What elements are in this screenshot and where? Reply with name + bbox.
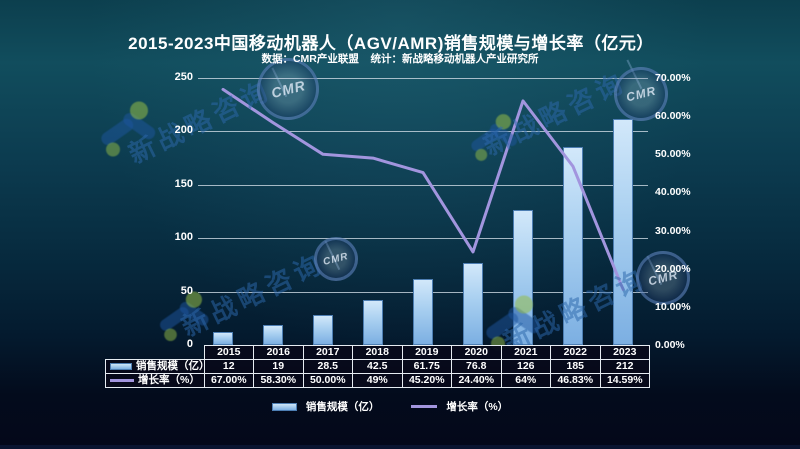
growth-cell: 49% [352, 373, 403, 388]
bar-2020 [463, 262, 483, 345]
growth-cell: 46.83% [550, 373, 601, 388]
legend-line-label: 增长率（%） [446, 401, 509, 413]
year-cell: 2015 [203, 345, 254, 360]
left-axis-tick: 250 [174, 71, 193, 83]
sales-cell: 28.5 [302, 359, 353, 374]
bar-2022 [563, 147, 583, 345]
sales-cell: 12 [203, 359, 254, 374]
right-axis-tick: 30.00% [655, 224, 691, 237]
right-axis-tick: 40.00% [655, 186, 691, 199]
chart-title: 2015-2023中国移动机器人（AGV/AMR)销售规模与增长率（亿元） [128, 34, 654, 53]
sales-cell: 42.5 [352, 359, 403, 374]
legend-line-swatch [411, 405, 438, 408]
year-cell: 2023 [599, 345, 650, 360]
right-axis-tick: 60.00% [655, 110, 691, 123]
bottom-accent-bar [0, 445, 800, 449]
year-cell: 2017 [302, 345, 353, 360]
gridline [198, 78, 648, 79]
right-axis-tick: 70.00% [655, 72, 691, 84]
sales-cell: 126 [500, 359, 551, 374]
table-corner-spacer [106, 346, 205, 360]
growth-cell: 67.00% [203, 373, 254, 388]
left-axis-tick: 200 [174, 124, 193, 137]
left-axis-tick: 50 [180, 284, 193, 297]
right-axis-tick: 50.00% [655, 148, 691, 161]
growth-cell: 64% [500, 373, 551, 388]
bar-2016 [263, 324, 283, 345]
year-cell: 2016 [253, 345, 304, 360]
left-axis-tick: 100 [174, 231, 193, 244]
bar-2018 [363, 299, 383, 345]
data-table: 2015 2016 2017 2018 2019 2020 2021 2022 2023 销售规模… [105, 345, 650, 388]
sales-cell: 212 [599, 359, 650, 374]
gridline [198, 238, 648, 240]
legend-bar-label: 销售规模（亿） [305, 401, 380, 413]
year-cell: 2020 [451, 345, 502, 360]
chart-subtitle: 数据：CMR产业联盟 统计：新战略移动机器人产业研究所 [261, 53, 539, 65]
growth-cell: 14.59% [599, 373, 650, 388]
sales-cell: 19 [253, 359, 304, 374]
gridline [198, 184, 648, 186]
sales-row-header: 销售规模（亿） [105, 359, 205, 374]
growth-cell: 58.30% [253, 373, 304, 388]
gridline [198, 131, 648, 133]
left-axis-tick: 0 [186, 338, 193, 350]
sales-cell: 185 [550, 359, 601, 374]
line-series [221, 87, 625, 291]
right-axis-tick: 10.00% [655, 300, 691, 313]
bar-2017 [313, 314, 333, 345]
growth-row-header: 增长率（%） [105, 373, 205, 388]
year-cell: 2022 [550, 345, 601, 360]
growth-cell: 24.40% [451, 373, 502, 388]
bar-2019 [413, 279, 433, 345]
left-axis-tick: 150 [174, 177, 193, 190]
right-axis-tick: 20.00% [655, 262, 691, 275]
sales-cell: 61.75 [401, 359, 452, 374]
growth-cell: 45.20% [401, 373, 452, 388]
plot-area [198, 78, 648, 345]
right-axis-tick: 0.00% [655, 339, 685, 351]
year-cell: 2019 [401, 345, 452, 360]
growth-cell: 50.00% [302, 373, 353, 388]
bar-2023 [613, 118, 633, 345]
sales-cell: 76.8 [451, 359, 502, 374]
legend-bar-swatch [271, 402, 297, 411]
year-cell: 2018 [352, 345, 403, 360]
bar-key-icon [110, 362, 132, 370]
line-key-icon [110, 378, 134, 382]
legend: 销售规模（亿） 增长率（%） [0, 399, 790, 414]
bar-2015 [213, 332, 233, 345]
year-cell: 2021 [500, 345, 551, 360]
